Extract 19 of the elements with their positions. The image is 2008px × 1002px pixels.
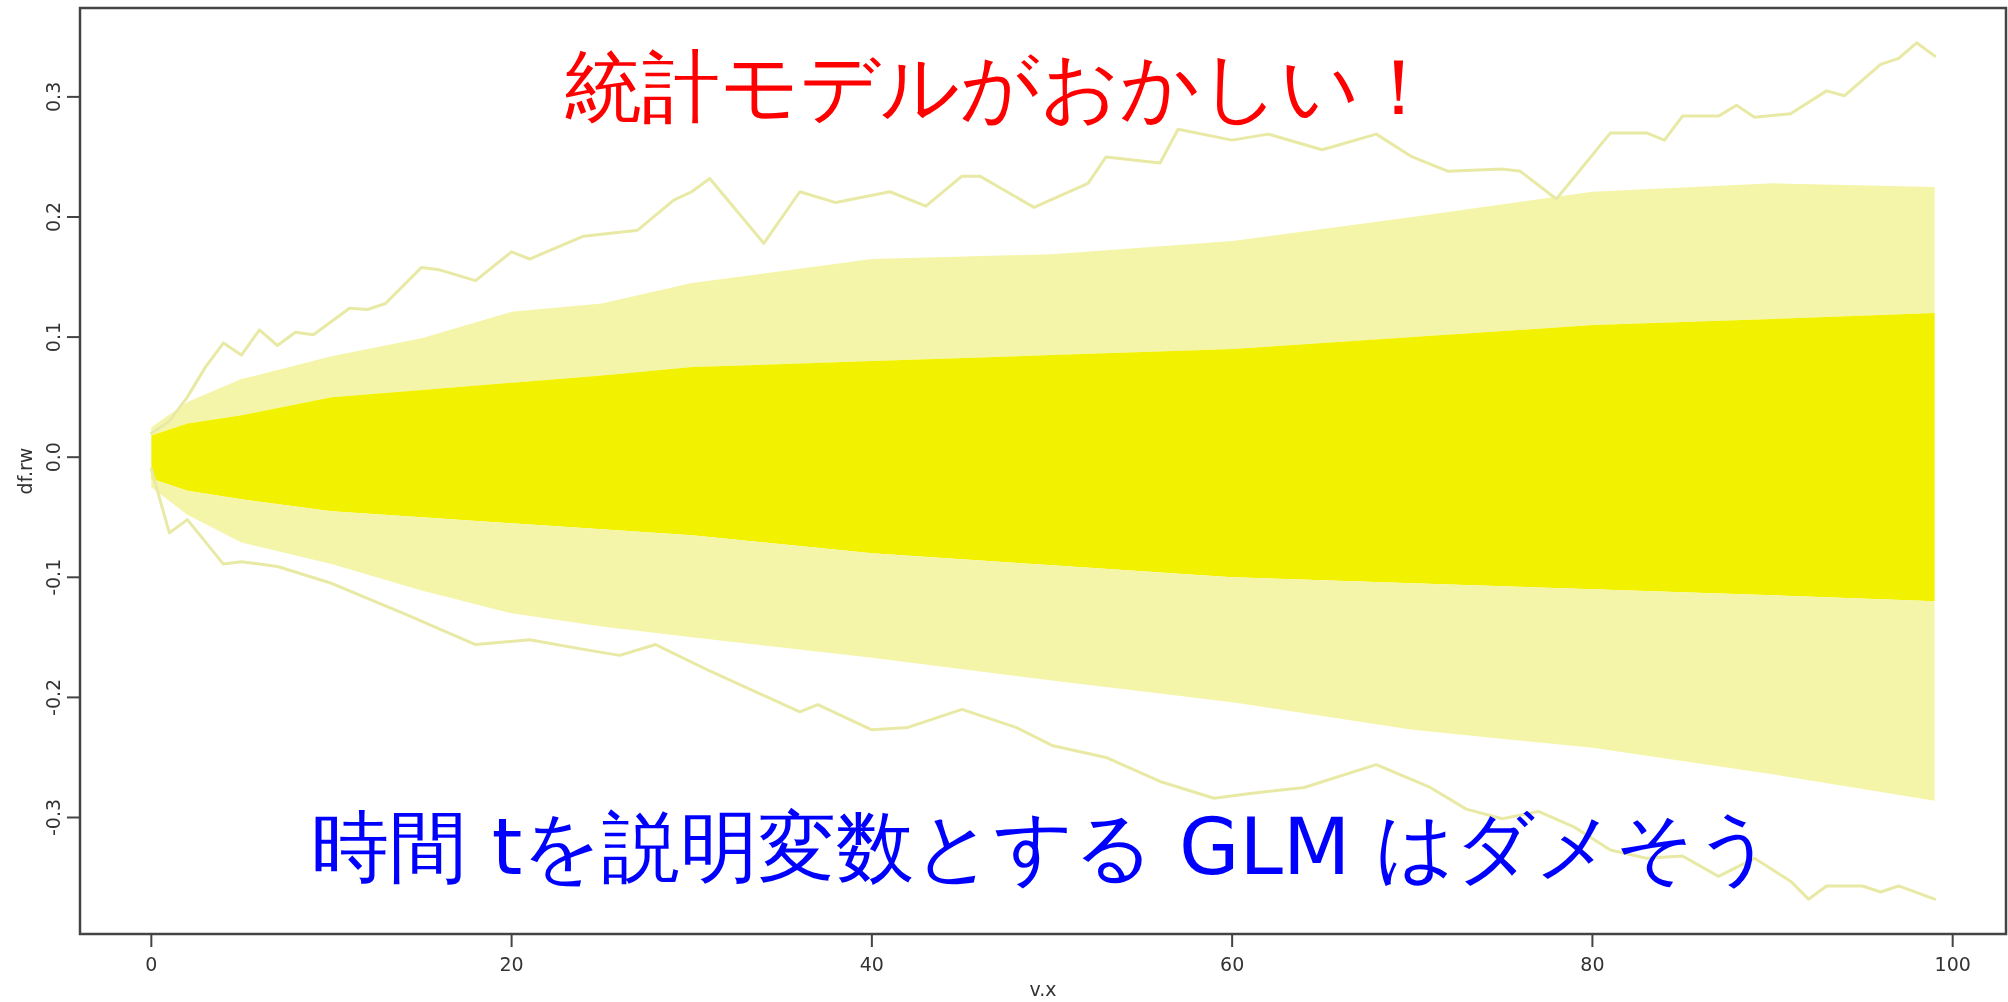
- text: 統計モデルがおかしい！: [563, 42, 1438, 132]
- y-tick-label: 0.3: [42, 81, 64, 112]
- y-tick-label: 0.2: [42, 201, 64, 233]
- y-tick-label: -0.3: [42, 798, 64, 837]
- line-series: [149, 467, 1937, 901]
- x-axis-title: v.x: [1029, 978, 1057, 1000]
- y-tick-label: -0.2: [42, 678, 64, 716]
- x-tick-label: 0: [145, 953, 158, 975]
- y-tick-label: -0.1: [42, 558, 64, 596]
- line-series: [149, 41, 1937, 435]
- x-tick-label: 100: [1934, 953, 1971, 975]
- y-axis-title: df.rw: [14, 447, 36, 495]
- x-tick-label: 20: [499, 953, 524, 975]
- y-tick-label: 0.1: [42, 321, 64, 353]
- y-tick-label: 0.0: [42, 442, 64, 473]
- annotation: 時間 tを説明変数とする GLM はダメそう: [310, 802, 1776, 892]
- x-tick-label: 60: [1220, 953, 1245, 975]
- x-tick-label: 40: [859, 953, 884, 975]
- x-tick-label: 80: [1580, 953, 1605, 975]
